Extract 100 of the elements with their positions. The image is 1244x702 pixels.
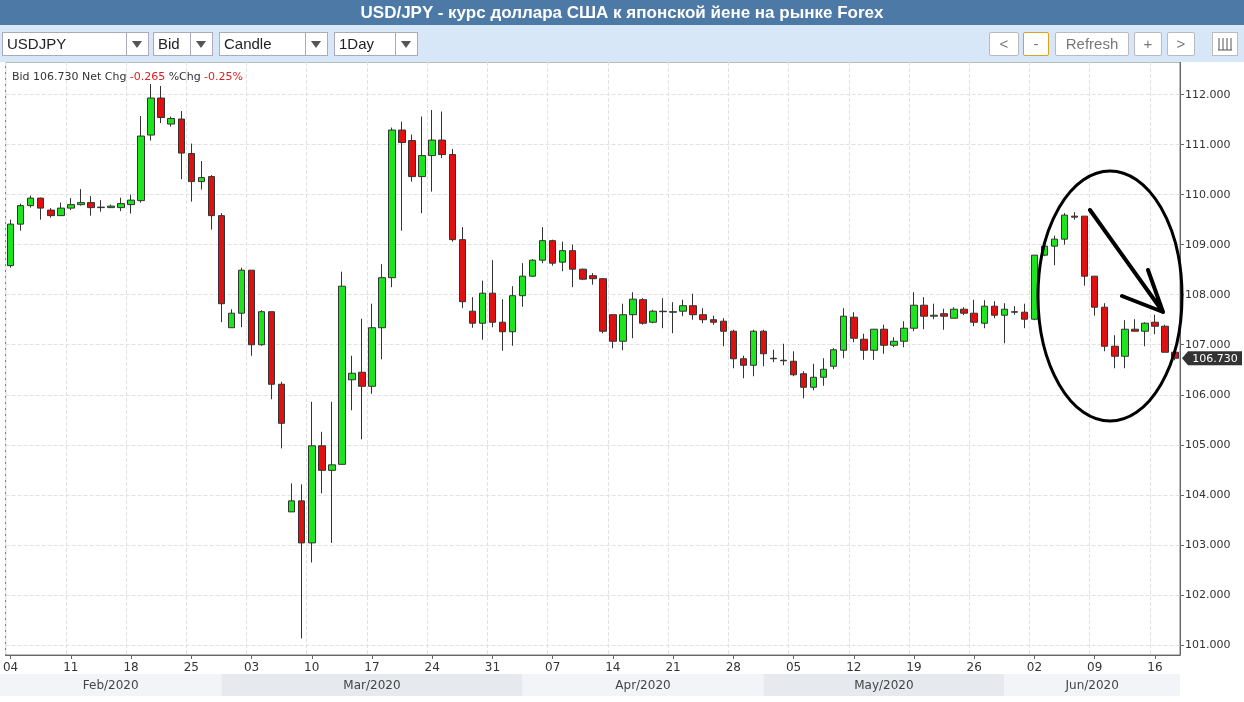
candlestick — [619, 303, 627, 351]
annotation: -0.265 — [129, 69, 166, 83]
candlestick — [1081, 215, 1088, 287]
candlestick — [1141, 321, 1149, 347]
candlestick — [198, 160, 205, 191]
candlestick — [408, 134, 416, 183]
candlestick — [1011, 305, 1018, 316]
candlestick — [258, 309, 265, 347]
candlestick — [318, 431, 326, 494]
x-tick-label: 04 — [2, 660, 19, 674]
candlestick — [178, 110, 185, 180]
candlestick — [428, 109, 436, 193]
candlestick — [1121, 319, 1129, 369]
candlestick — [860, 333, 868, 361]
button[interactable]: + — [1134, 32, 1162, 56]
candlestick — [238, 267, 245, 328]
x-tick-label: 16 — [1147, 660, 1163, 674]
candlestick — [699, 307, 707, 324]
candlestick — [1101, 302, 1108, 352]
candlestick — [940, 308, 948, 331]
text: Apr/2020 — [615, 678, 671, 692]
candlestick — [459, 226, 466, 309]
y-tick-label: 111.000 — [1185, 138, 1231, 152]
candlestick — [539, 226, 546, 264]
candlestick — [639, 297, 647, 326]
candlestick — [17, 203, 24, 232]
candlestick — [689, 293, 697, 321]
x-tick-label: 14 — [605, 660, 621, 674]
candlestick — [1001, 302, 1008, 344]
candlestick — [840, 307, 847, 359]
text: 106.730 — [1192, 351, 1238, 365]
y-tick-label: 105.000 — [1185, 438, 1231, 452]
candlestick — [57, 202, 65, 217]
candlestick — [679, 299, 687, 317]
x-tick-label: 09 — [1087, 660, 1103, 674]
button[interactable]: - — [1023, 32, 1049, 56]
candlestick — [348, 355, 356, 411]
y-tick-label: 107.000 — [1185, 338, 1231, 352]
candlestick — [991, 300, 998, 319]
dropdown[interactable]: Candle — [219, 32, 328, 56]
candlestick — [278, 381, 285, 449]
candlestick — [720, 317, 727, 347]
dropdown[interactable]: Bid — [153, 32, 213, 56]
candlestick — [890, 336, 898, 348]
candlestick — [850, 311, 858, 343]
candlestick — [750, 329, 757, 377]
candlestick — [248, 269, 255, 357]
dropdown[interactable]: 1Day — [334, 32, 418, 56]
y-tick-label: 101.000 — [1185, 638, 1231, 652]
candlestick — [97, 199, 105, 213]
y-tick-label: 103.000 — [1185, 538, 1231, 552]
candlestick — [127, 194, 135, 215]
y-tick-label: 102.000 — [1185, 588, 1231, 602]
candlestick — [549, 239, 556, 267]
candlestick — [800, 370, 807, 399]
button[interactable]: < — [989, 32, 1019, 56]
candlestick — [328, 401, 336, 544]
button[interactable]: > — [1167, 32, 1195, 56]
text: Feb/2020 — [82, 678, 139, 692]
dropdown[interactable]: USDJPY — [2, 32, 149, 56]
candlestick — [147, 83, 155, 142]
candlestick — [368, 303, 376, 395]
candlestick — [649, 309, 657, 324]
text: Mar/2020 — [343, 678, 401, 692]
x-tick-label: 25 — [183, 660, 199, 674]
candlestick — [398, 121, 406, 232]
x-tick-label: 17 — [364, 660, 380, 674]
candlestick — [529, 258, 536, 278]
candlestick — [519, 262, 526, 308]
candlestick — [37, 197, 44, 221]
candlestick — [910, 291, 918, 332]
x-tick-label: 31 — [484, 660, 501, 674]
candlestick — [950, 306, 958, 319]
y-tick-label: 106.000 — [1185, 388, 1231, 402]
candlestick — [579, 268, 587, 281]
candlestick — [770, 349, 777, 363]
candlestick — [27, 195, 34, 209]
x-tick-label: 18 — [123, 660, 139, 674]
candlestick — [438, 111, 446, 159]
candlestick — [810, 363, 817, 391]
candlestick — [900, 320, 908, 348]
y-tick-label: 109.000 — [1185, 238, 1231, 252]
y-tick-label: 108.000 — [1185, 288, 1231, 302]
candlestick — [1091, 275, 1098, 317]
candlestick — [188, 143, 195, 203]
candlestick — [930, 303, 938, 320]
button[interactable]: Refresh — [1055, 32, 1129, 56]
candlestick — [67, 197, 75, 211]
candlestick — [479, 280, 486, 341]
x-tick-label: 11 — [63, 660, 79, 674]
candlestick — [388, 127, 396, 288]
candlestick — [1071, 211, 1078, 221]
candlestick — [740, 355, 747, 379]
candlestick — [629, 291, 637, 339]
candlestick — [1061, 212, 1068, 246]
candlestick — [920, 296, 928, 330]
candlestick — [308, 401, 316, 563]
candlestick — [107, 204, 115, 209]
candlestick — [167, 116, 175, 128]
candlestick — [589, 272, 597, 286]
